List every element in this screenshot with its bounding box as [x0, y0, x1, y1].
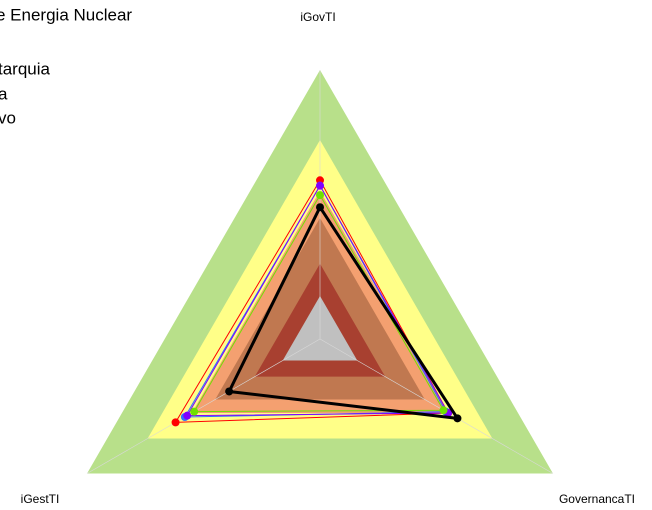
series-line — [174, 179, 449, 423]
series-point — [316, 191, 324, 200]
axis-line — [86, 338, 321, 474]
series-point — [316, 181, 324, 190]
legend-text: e Energia Nuclear — [0, 5, 132, 24]
axis-label: iGovTI — [300, 10, 335, 24]
series-point — [190, 407, 199, 416]
series-line — [186, 184, 449, 417]
series-point — [225, 387, 234, 396]
legend-text: tarquia — [0, 59, 51, 78]
series-point — [453, 414, 462, 423]
series-point — [439, 406, 448, 415]
series-point — [183, 411, 192, 420]
axis-label: iGestTI — [21, 492, 60, 506]
axis-label: GovernancaTI — [559, 492, 635, 506]
series-point — [316, 203, 324, 212]
legend-text: a — [0, 84, 8, 103]
series-point — [171, 418, 180, 427]
axis-line — [319, 338, 554, 474]
legend-text: vo — [0, 108, 16, 127]
series-line — [226, 204, 461, 421]
